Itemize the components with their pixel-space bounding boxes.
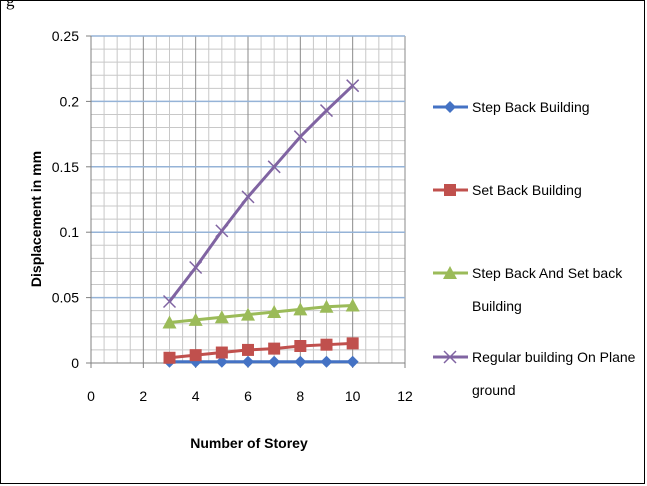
x-marker-stroke xyxy=(319,104,334,118)
square-marker xyxy=(242,343,254,356)
triangle-marker xyxy=(162,315,177,329)
diamond-marker xyxy=(444,101,456,113)
series-layer xyxy=(162,79,360,368)
legend-item-2: Set Back Building xyxy=(433,182,582,198)
diamond-marker xyxy=(320,355,333,368)
square-marker xyxy=(215,346,228,359)
y-axis-label: Displacement in mm xyxy=(28,151,44,287)
x-tick-label: 0 xyxy=(87,388,95,404)
x-tick-label: 4 xyxy=(192,388,200,404)
x-tick-label: 2 xyxy=(139,388,147,404)
series-1 xyxy=(163,355,359,368)
y-tick-label: 0.25 xyxy=(52,28,79,44)
figure-caption: g xyxy=(6,0,15,10)
diamond-marker xyxy=(268,355,281,368)
series-3 xyxy=(162,298,360,329)
legend: Step Back Building Set Back Building Step … xyxy=(433,99,636,398)
x-marker xyxy=(241,190,255,204)
series-4 xyxy=(162,79,360,309)
x-tick-labels: 0 2 4 6 8 10 12 xyxy=(87,388,413,404)
y-tick-label: 0.15 xyxy=(52,159,79,175)
legend-label: Building xyxy=(472,298,522,314)
legend-label: Step Back Building xyxy=(472,99,590,115)
x-marker xyxy=(189,260,203,275)
diamond-marker xyxy=(346,355,359,368)
x-marker xyxy=(162,294,177,309)
triangle-marker xyxy=(345,298,360,312)
triangle-marker xyxy=(319,299,334,313)
square-marker xyxy=(320,338,333,351)
triangle-marker xyxy=(293,302,308,316)
square-marker xyxy=(294,339,307,352)
legend-label: Step Back And Set back xyxy=(472,265,623,281)
y-tick-label: 0 xyxy=(71,355,79,371)
square-marker xyxy=(444,184,456,196)
y-tick-label: 0.2 xyxy=(60,93,80,109)
x-marker-stroke xyxy=(346,79,360,93)
square-marker xyxy=(268,342,281,355)
diamond-marker xyxy=(215,355,228,368)
x-marker-stroke xyxy=(267,160,281,174)
series-line xyxy=(169,303,353,324)
x-marker-stroke xyxy=(443,350,457,364)
major-grid xyxy=(91,35,406,363)
y-tick-label: 0.05 xyxy=(52,290,79,306)
y-tick-labels: 0 0.05 0.1 0.15 0.2 0.25 xyxy=(52,28,79,371)
x-marker-stroke xyxy=(241,190,255,204)
x-marker xyxy=(293,130,307,144)
legend-item-4: Regular building On Plane ground xyxy=(433,349,636,398)
square-marker xyxy=(189,349,202,362)
x-marker xyxy=(443,350,457,364)
x-marker xyxy=(319,104,334,118)
legend-label: Set Back Building xyxy=(472,182,582,198)
x-marker-stroke xyxy=(293,130,307,144)
x-tick-label: 8 xyxy=(296,388,304,404)
diamond-marker xyxy=(294,355,307,368)
square-marker xyxy=(163,351,176,364)
triangle-marker xyxy=(443,266,457,279)
series-2 xyxy=(163,337,359,364)
triangle-marker xyxy=(241,307,255,321)
x-tick-label: 10 xyxy=(345,388,361,404)
x-axis-label: Number of Storey xyxy=(190,435,308,451)
square-marker xyxy=(346,337,359,350)
diamond-marker xyxy=(242,355,254,368)
x-marker-stroke xyxy=(189,260,203,275)
legend-label: ground xyxy=(472,382,516,398)
triangle-marker xyxy=(267,304,282,318)
x-tick-label: 12 xyxy=(397,388,413,404)
x-marker xyxy=(215,224,229,238)
triangle-marker xyxy=(188,312,203,326)
legend-item-3: Step Back And Set back Building xyxy=(433,265,623,314)
x-marker xyxy=(267,160,281,174)
legend-label: Regular building On Plane xyxy=(472,349,636,365)
x-tick-label: 6 xyxy=(244,388,252,404)
x-marker-stroke xyxy=(215,224,229,238)
x-marker xyxy=(346,79,360,93)
y-tick-label: 0.1 xyxy=(60,224,80,240)
triangle-marker xyxy=(214,310,229,324)
x-marker-stroke xyxy=(162,294,177,309)
legend-item-1: Step Back Building xyxy=(433,99,590,115)
